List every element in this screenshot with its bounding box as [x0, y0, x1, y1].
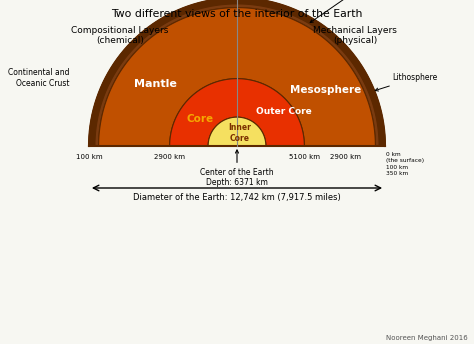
- Text: Two different views of the interior of the Earth: Two different views of the interior of t…: [111, 9, 363, 19]
- Text: Mantle: Mantle: [134, 79, 177, 89]
- Polygon shape: [208, 117, 266, 146]
- Polygon shape: [95, 4, 379, 146]
- Polygon shape: [170, 79, 304, 146]
- Text: 100 km: 100 km: [76, 154, 102, 160]
- Text: Lithosphere: Lithosphere: [375, 73, 438, 91]
- Text: Center of the Earth
Depth: 6371 km: Center of the Earth Depth: 6371 km: [200, 150, 274, 187]
- Text: 2900 km: 2900 km: [329, 154, 361, 160]
- Polygon shape: [103, 12, 371, 146]
- Text: Diameter of the Earth: 12,742 km (7,917.5 miles): Diameter of the Earth: 12,742 km (7,917.…: [133, 193, 341, 202]
- Text: Mesosphere: Mesosphere: [290, 85, 361, 95]
- Text: Continental and
Oceanic Crust: Continental and Oceanic Crust: [310, 0, 401, 23]
- Text: Mechanical Layers
(physical): Mechanical Layers (physical): [313, 26, 397, 45]
- Text: 0 km
(the surface)
100 km
350 km: 0 km (the surface) 100 km 350 km: [386, 152, 425, 176]
- Text: Continental and
Oceanic Crust: Continental and Oceanic Crust: [8, 68, 70, 88]
- Polygon shape: [89, 0, 385, 146]
- Polygon shape: [170, 79, 304, 146]
- Text: Nooreen Meghani 2016: Nooreen Meghani 2016: [386, 335, 468, 341]
- Text: Inner
Core: Inner Core: [228, 122, 251, 143]
- Text: 5100 km: 5100 km: [289, 154, 320, 160]
- Polygon shape: [99, 8, 375, 146]
- Polygon shape: [89, 0, 385, 146]
- Text: Compositional Layers
(chemical): Compositional Layers (chemical): [71, 26, 169, 45]
- Text: Core: Core: [186, 114, 214, 125]
- Text: 2900 km: 2900 km: [154, 154, 185, 160]
- Text: Outer Core: Outer Core: [256, 107, 312, 117]
